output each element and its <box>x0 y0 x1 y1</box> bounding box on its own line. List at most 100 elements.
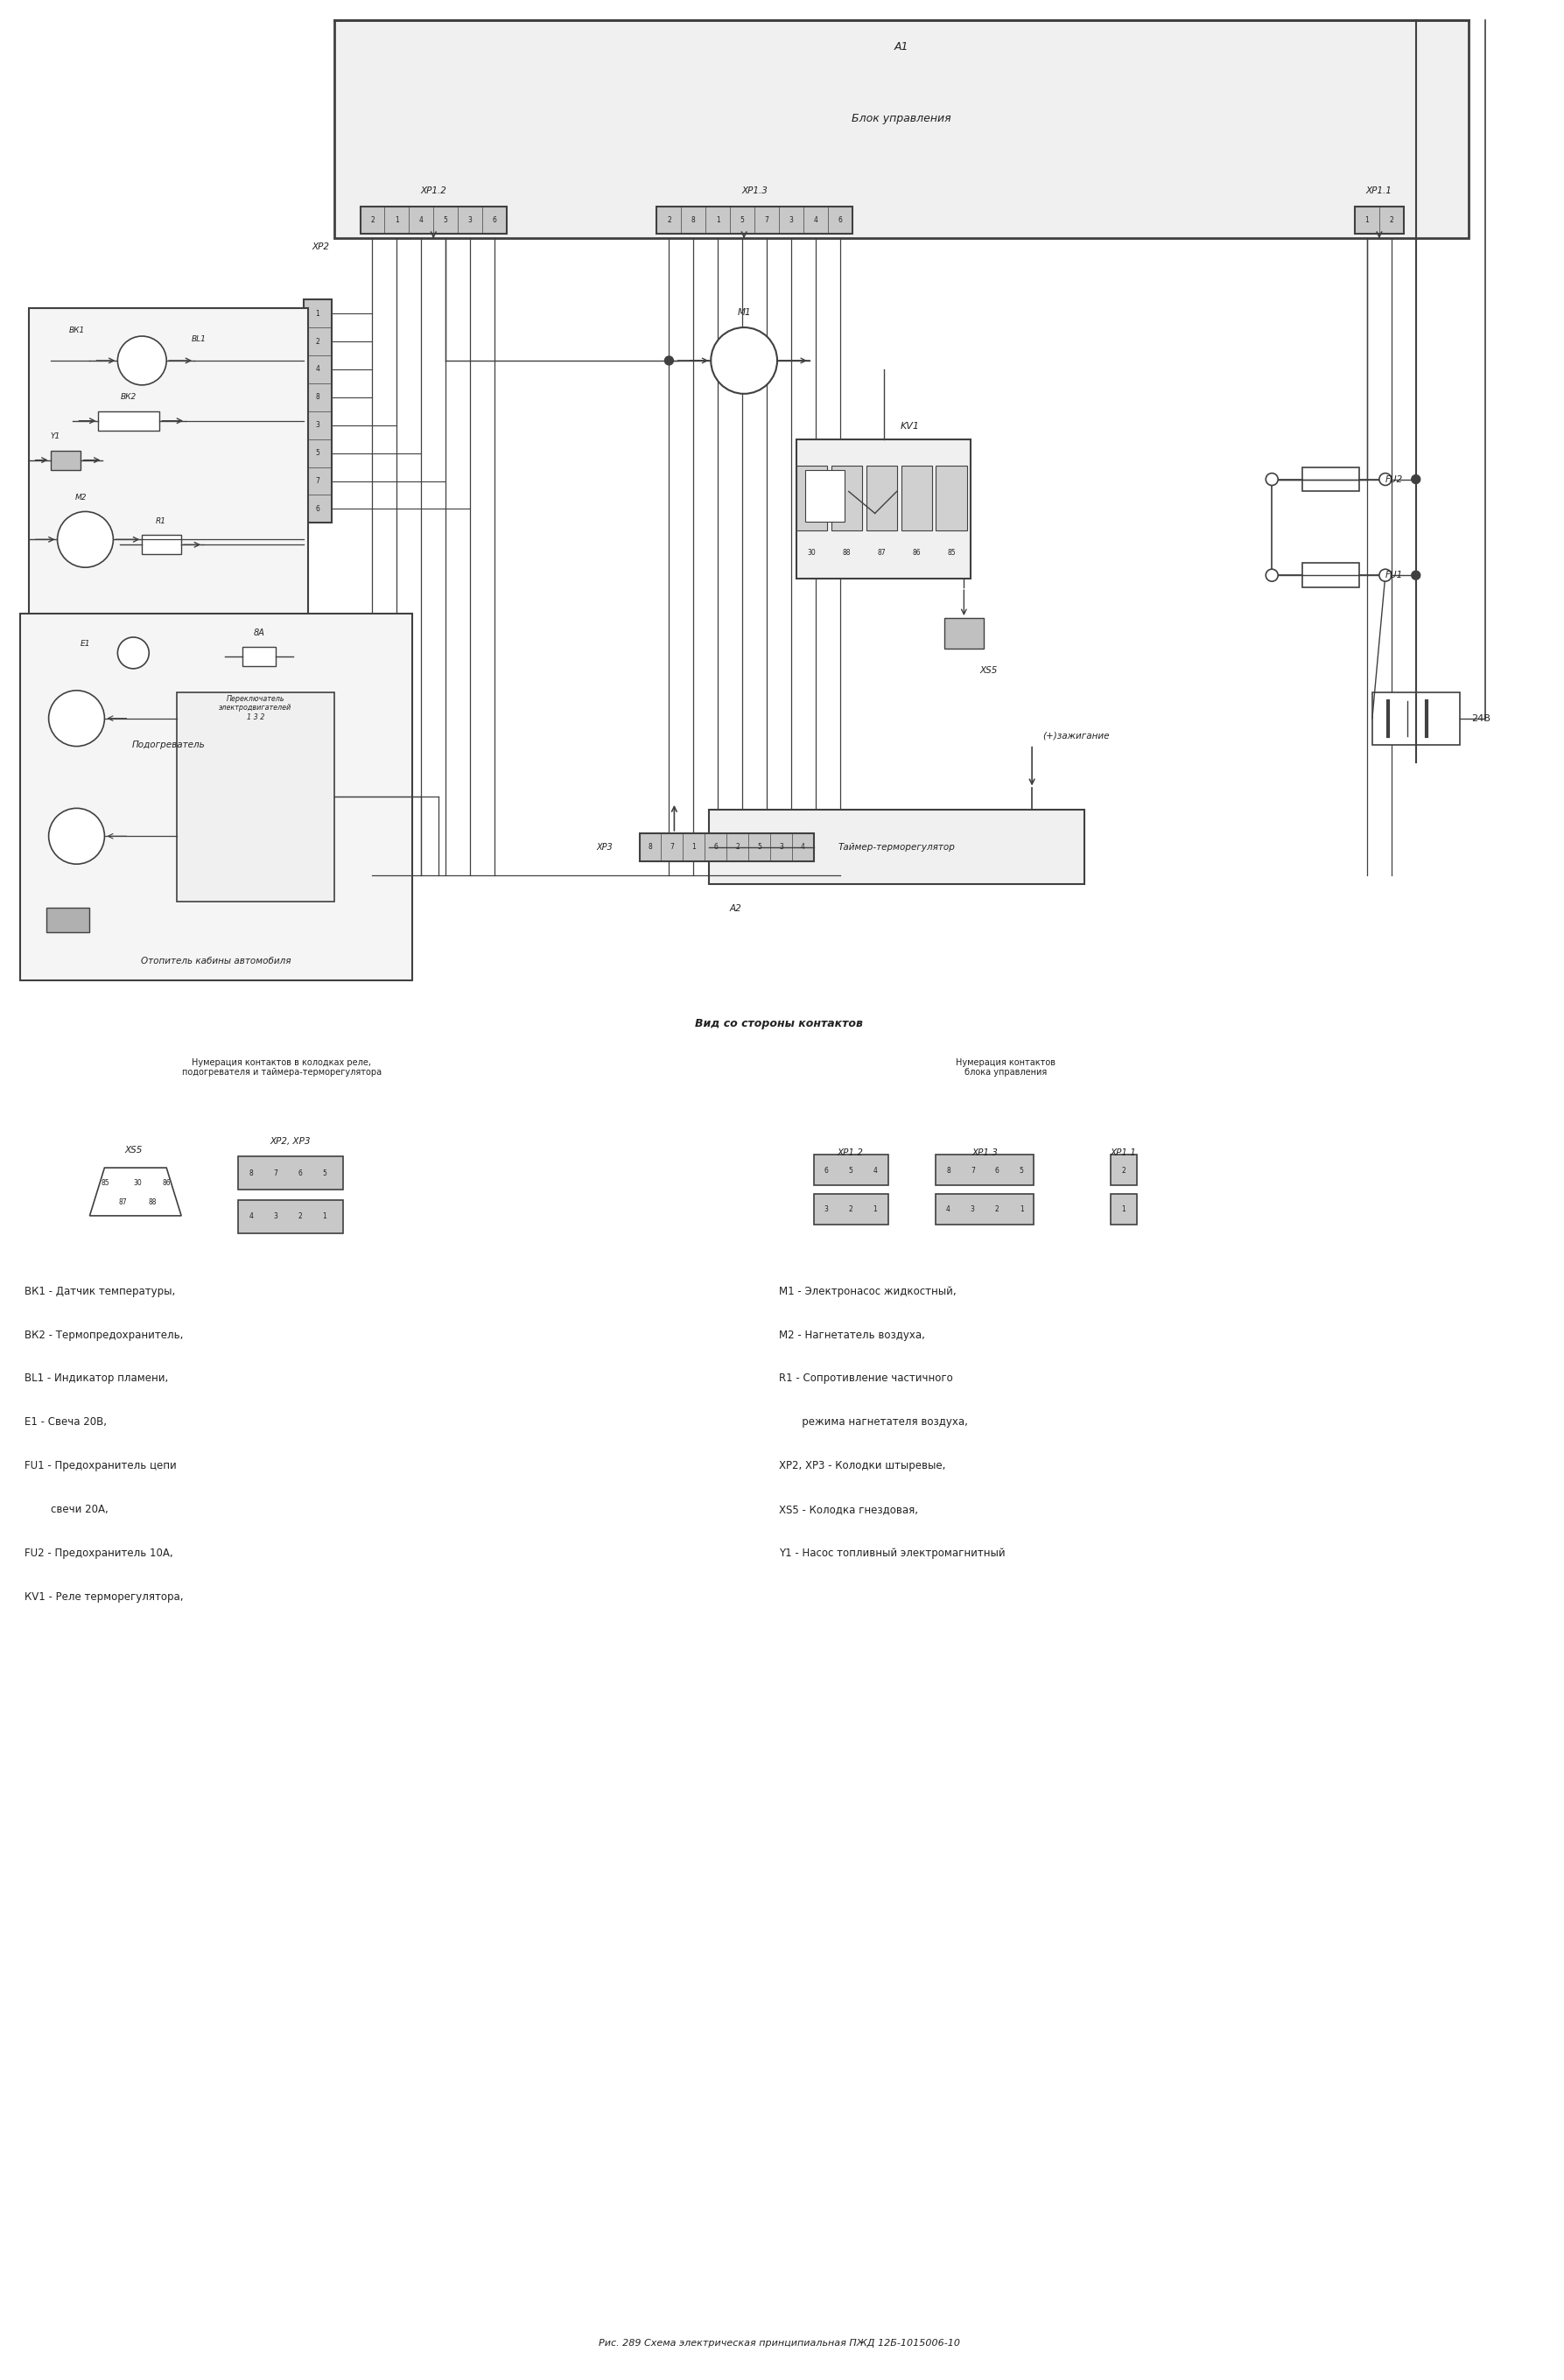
Text: FU1 - Предохранитель цепи: FU1 - Предохранитель цепи <box>25 1459 177 1471</box>
Text: 30: 30 <box>133 1178 142 1188</box>
Text: 1: 1 <box>1121 1207 1126 1214</box>
Bar <box>360 207 507 233</box>
Text: Блок управления: Блок управления <box>851 112 951 124</box>
Text: 6: 6 <box>297 1169 302 1178</box>
Circle shape <box>1265 474 1278 486</box>
Text: 5: 5 <box>322 1169 327 1178</box>
Text: ВК2: ВК2 <box>120 393 138 402</box>
Text: 30: 30 <box>807 550 816 557</box>
Text: 4: 4 <box>419 217 424 224</box>
Circle shape <box>1379 569 1392 581</box>
Bar <box>242 647 275 666</box>
Text: 7: 7 <box>765 217 769 224</box>
Text: 88: 88 <box>149 1200 156 1207</box>
Text: 5: 5 <box>740 217 744 224</box>
Text: Y1: Y1 <box>50 433 59 440</box>
Text: 6: 6 <box>316 505 319 512</box>
Bar <box>238 1200 343 1233</box>
Text: 3: 3 <box>274 1214 278 1221</box>
Circle shape <box>1379 474 1392 486</box>
Text: R1 - Сопротивление частичного: R1 - Сопротивление частичного <box>779 1373 952 1385</box>
Text: 2: 2 <box>848 1207 852 1214</box>
Text: ХS5: ХS5 <box>125 1145 142 1154</box>
Text: 2: 2 <box>1121 1166 1126 1173</box>
Text: Таймер-терморегулятор: Таймер-терморегулятор <box>838 843 956 852</box>
Text: 1: 1 <box>1365 217 1368 224</box>
Bar <box>99 412 160 431</box>
Bar <box>805 469 845 521</box>
Text: ВL1 - Индикатор пламени,: ВL1 - Индикатор пламени, <box>25 1373 167 1385</box>
Text: Нумерация контактов
блока управления: Нумерация контактов блока управления <box>956 1059 1056 1076</box>
Circle shape <box>117 336 166 386</box>
Text: ХР1.3: ХР1.3 <box>971 1150 998 1157</box>
Text: М1: М1 <box>737 309 751 317</box>
Text: 88: 88 <box>843 550 851 557</box>
Circle shape <box>117 638 149 669</box>
Text: 1: 1 <box>394 217 399 224</box>
Text: FU2: FU2 <box>1386 476 1403 483</box>
Circle shape <box>1411 476 1420 483</box>
Bar <box>657 207 852 233</box>
Bar <box>813 1154 888 1185</box>
Text: 8А: 8А <box>253 628 264 638</box>
Text: А2: А2 <box>729 904 741 914</box>
Bar <box>945 619 984 650</box>
Text: 8: 8 <box>691 217 696 224</box>
Bar <box>866 466 896 531</box>
Text: ВL1: ВL1 <box>191 336 206 343</box>
Text: 6: 6 <box>493 217 497 224</box>
Text: 87: 87 <box>119 1200 127 1207</box>
Bar <box>335 21 1469 238</box>
Text: 2: 2 <box>735 843 740 852</box>
Text: 4: 4 <box>249 1214 253 1221</box>
Text: 7: 7 <box>316 476 319 486</box>
Text: 8: 8 <box>946 1166 951 1173</box>
Bar <box>50 450 81 469</box>
Text: ХS5 - Колодка гнездовая,: ХS5 - Колодка гнездовая, <box>779 1504 918 1516</box>
Bar <box>832 466 862 531</box>
Bar <box>796 440 971 578</box>
Bar <box>796 466 827 531</box>
Bar <box>1303 466 1359 493</box>
Text: 86: 86 <box>163 1178 170 1188</box>
Bar <box>1303 564 1359 588</box>
Text: Нумерация контактов в колодках реле,
подогревателя и таймера-терморегулятора: Нумерация контактов в колодках реле, под… <box>181 1059 382 1076</box>
Text: 3: 3 <box>468 217 472 224</box>
Circle shape <box>48 690 105 747</box>
Text: Отопитель кабины автомобиля: Отопитель кабины автомобиля <box>141 957 291 966</box>
Circle shape <box>665 357 674 364</box>
Text: 87: 87 <box>877 550 885 557</box>
Bar <box>142 536 181 555</box>
Text: KV1: KV1 <box>901 421 920 431</box>
Text: 6: 6 <box>838 217 841 224</box>
Text: Переключатель
электродвигателей
1 3 2: Переключатель электродвигателей 1 3 2 <box>219 695 292 721</box>
Text: 5: 5 <box>444 217 447 224</box>
Text: ХР1.2: ХР1.2 <box>421 186 446 195</box>
Bar <box>1354 207 1403 233</box>
Bar <box>45 907 89 933</box>
Text: R1: R1 <box>156 516 166 526</box>
Text: ХР2, ХР3: ХР2, ХР3 <box>271 1138 311 1145</box>
Text: 8: 8 <box>249 1169 253 1178</box>
Bar <box>901 466 932 531</box>
Bar <box>813 1195 888 1223</box>
Bar <box>238 1157 343 1190</box>
Circle shape <box>712 328 777 393</box>
Text: 5: 5 <box>757 843 762 852</box>
Text: Рис. 289 Схема электрическая принципиальная ПЖД 12Б-1015006-10: Рис. 289 Схема электрическая принципиаль… <box>597 2340 960 2347</box>
Circle shape <box>1265 569 1278 581</box>
Text: 5: 5 <box>316 450 319 457</box>
Text: 4: 4 <box>873 1166 877 1173</box>
Text: 6: 6 <box>824 1166 829 1173</box>
Text: Е1: Е1 <box>80 640 91 647</box>
Text: Подогреватель: Подогреватель <box>131 740 205 750</box>
Polygon shape <box>89 1169 181 1216</box>
Text: 2: 2 <box>995 1207 999 1214</box>
Text: 3: 3 <box>788 217 793 224</box>
Bar <box>177 693 335 902</box>
Bar <box>1110 1195 1137 1223</box>
Text: 2: 2 <box>371 217 374 224</box>
Text: 3: 3 <box>824 1207 829 1214</box>
Bar <box>640 833 813 862</box>
Bar <box>935 466 967 531</box>
